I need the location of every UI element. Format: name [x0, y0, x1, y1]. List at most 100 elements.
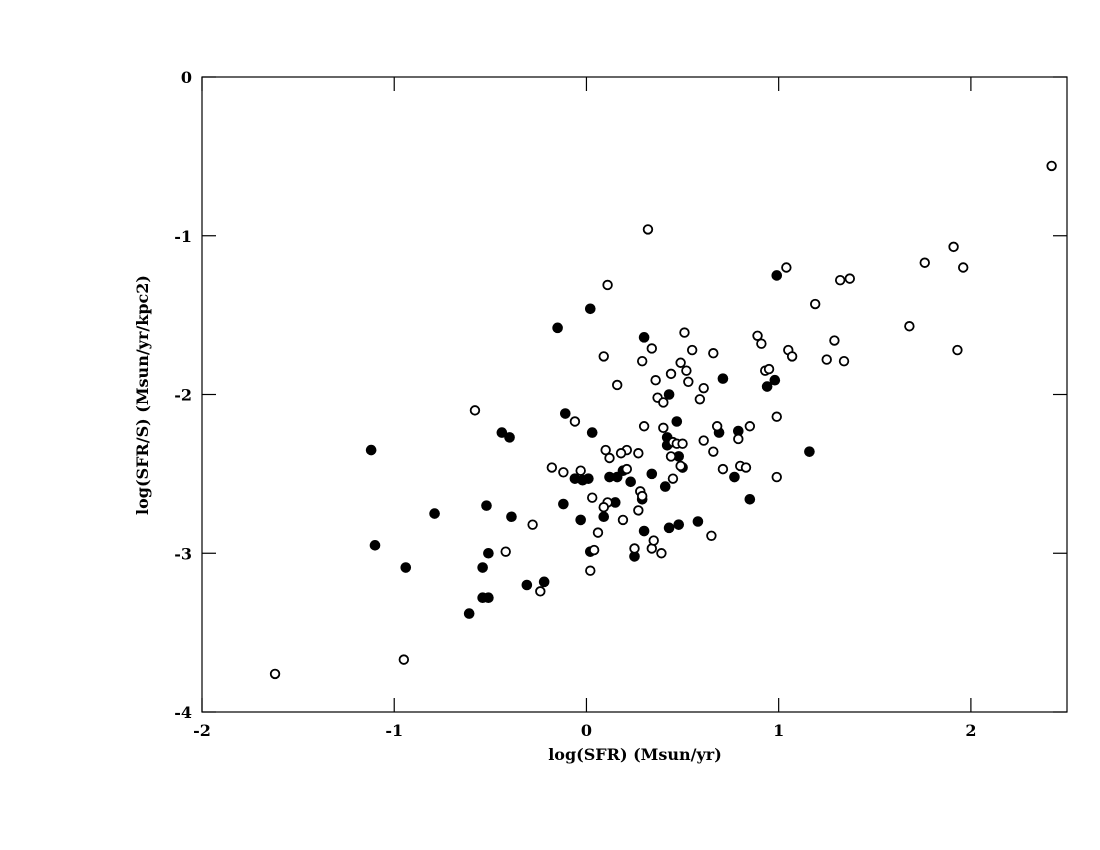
filled-point: [761, 381, 773, 392]
open-point: [752, 330, 763, 341]
open-point: [1046, 160, 1057, 172]
filled-point: [638, 332, 650, 343]
open-point: [612, 379, 623, 391]
open-point: [629, 543, 640, 554]
open-point: [675, 357, 686, 368]
open-point: [756, 338, 767, 349]
open-point: [604, 452, 615, 464]
filled-point: [584, 303, 596, 315]
filled-point: [583, 473, 594, 484]
open-point: [904, 321, 915, 332]
open-point: [398, 654, 410, 665]
open-point: [958, 262, 969, 273]
open-point: [633, 505, 644, 516]
filled-point: [463, 608, 475, 619]
open-point: [646, 343, 658, 354]
y-tick-label: -3: [174, 544, 192, 563]
open-point: [711, 421, 723, 432]
filled-point: [481, 500, 492, 511]
open-point: [683, 376, 694, 388]
filled-point: [673, 451, 685, 462]
open-point: [771, 411, 782, 422]
open-point: [834, 275, 846, 286]
filled-point: [369, 540, 381, 551]
filled-point: [692, 516, 704, 527]
open-point: [706, 530, 717, 541]
open-point: [575, 465, 586, 476]
open-point: [642, 224, 654, 235]
open-point: [771, 471, 782, 483]
open-point: [269, 668, 281, 680]
open-point: [638, 421, 650, 432]
x-tick-label: 2: [965, 721, 976, 740]
open-point: [679, 327, 690, 338]
open-point: [952, 344, 963, 356]
y-tick-label: -2: [174, 386, 192, 405]
open-point: [844, 273, 855, 284]
filled-point: [477, 562, 488, 573]
open-point: [615, 448, 627, 459]
open-point: [600, 444, 611, 456]
filled-point: [504, 432, 515, 443]
filled-point: [429, 508, 440, 519]
open-point: [569, 416, 581, 427]
open-point: [546, 462, 558, 473]
y-axis-label: log(SFR/S) (Msun/yr/kpc2): [133, 275, 152, 515]
open-point: [744, 421, 756, 432]
open-point: [838, 355, 850, 367]
filled-point: [625, 476, 636, 488]
y-tick-label: -1: [174, 227, 192, 246]
open-point: [535, 586, 546, 597]
open-point: [598, 351, 609, 362]
x-tick-label: 1: [773, 721, 784, 740]
filled-point: [552, 322, 563, 334]
open-point: [708, 348, 719, 359]
open-point: [658, 397, 669, 408]
filled-point: [483, 547, 494, 559]
filled-point: [506, 511, 517, 523]
filled-point: [521, 579, 533, 591]
open-point: [598, 502, 609, 513]
x-tick-label: -2: [193, 721, 211, 740]
filled-point: [629, 551, 640, 562]
filled-point: [575, 514, 586, 526]
filled-point: [598, 511, 610, 523]
open-point: [636, 355, 648, 367]
open-point: [919, 257, 930, 268]
open-point: [677, 438, 688, 449]
x-axis-label: log(SFR) (Msun/yr): [548, 745, 722, 764]
open-point: [650, 375, 661, 386]
y-tick-label: -4: [174, 703, 192, 722]
open-point: [733, 433, 744, 445]
open-point: [621, 463, 633, 475]
filled-point: [496, 427, 508, 438]
filled-point: [400, 562, 412, 573]
filled-point: [560, 408, 571, 419]
plot-frame: [201, 76, 1068, 713]
y-tick-label: 0: [181, 68, 192, 87]
open-point: [698, 435, 709, 446]
open-point: [694, 394, 706, 405]
filled-point: [558, 498, 569, 510]
open-point: [636, 490, 648, 502]
open-point: [588, 544, 600, 556]
open-point: [587, 492, 598, 503]
filled-point: [804, 446, 815, 457]
filled-point: [733, 425, 744, 437]
open-point: [656, 548, 667, 559]
filled-point: [483, 592, 494, 603]
open-point: [527, 519, 538, 530]
filled-point: [586, 427, 598, 438]
filled-point: [744, 493, 756, 505]
open-point: [763, 363, 775, 375]
open-point: [558, 467, 569, 478]
open-point: [786, 351, 798, 362]
filled-point: [365, 444, 377, 456]
x-tick-label: 0: [581, 721, 592, 740]
open-point: [821, 354, 832, 365]
open-point: [665, 368, 677, 380]
filled-point: [771, 270, 783, 281]
open-point: [602, 279, 613, 291]
open-point: [592, 527, 604, 538]
